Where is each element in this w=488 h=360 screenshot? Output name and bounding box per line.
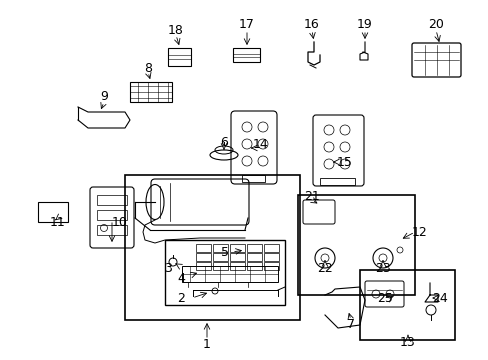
Text: 19: 19 xyxy=(356,18,372,31)
Bar xyxy=(164,240,285,305)
Text: 23: 23 xyxy=(374,261,390,274)
Bar xyxy=(213,253,227,261)
Bar xyxy=(242,175,264,182)
Bar xyxy=(359,270,454,340)
Bar xyxy=(229,244,244,252)
Text: 25: 25 xyxy=(376,292,392,305)
Bar xyxy=(232,48,260,62)
Text: 1: 1 xyxy=(203,338,210,351)
Bar xyxy=(229,253,244,261)
Text: 15: 15 xyxy=(336,156,352,168)
Bar xyxy=(264,244,279,252)
Bar xyxy=(319,178,354,185)
Text: 22: 22 xyxy=(317,261,332,274)
Bar xyxy=(196,262,210,270)
Text: 7: 7 xyxy=(346,319,354,332)
Bar xyxy=(97,210,127,220)
Text: 10: 10 xyxy=(112,216,128,229)
Text: 20: 20 xyxy=(427,18,443,31)
Text: 2: 2 xyxy=(177,292,184,305)
Bar xyxy=(130,82,172,102)
Bar xyxy=(213,244,227,252)
Text: 14: 14 xyxy=(253,139,268,152)
Bar xyxy=(264,262,279,270)
Text: 16: 16 xyxy=(304,18,319,31)
Bar xyxy=(246,262,262,270)
Text: 3: 3 xyxy=(164,261,172,274)
Bar xyxy=(246,253,262,261)
Bar xyxy=(213,262,227,270)
Bar xyxy=(182,266,278,282)
Bar xyxy=(38,202,68,222)
Bar xyxy=(297,195,414,295)
Text: 6: 6 xyxy=(220,136,227,149)
Text: 24: 24 xyxy=(431,292,447,305)
Text: 12: 12 xyxy=(411,225,427,238)
Bar xyxy=(125,175,299,320)
Text: 8: 8 xyxy=(143,62,152,75)
Bar xyxy=(196,253,210,261)
Text: 13: 13 xyxy=(399,336,415,348)
Text: 9: 9 xyxy=(100,90,108,104)
Bar xyxy=(168,48,191,66)
Text: 11: 11 xyxy=(50,216,66,229)
Bar xyxy=(97,195,127,205)
Text: 17: 17 xyxy=(239,18,254,31)
Bar xyxy=(196,244,210,252)
Text: 18: 18 xyxy=(168,23,183,36)
Bar xyxy=(246,244,262,252)
Bar xyxy=(97,225,127,235)
Bar xyxy=(264,253,279,261)
Text: 4: 4 xyxy=(177,271,184,284)
Bar xyxy=(229,262,244,270)
Text: 5: 5 xyxy=(221,246,228,258)
Text: 21: 21 xyxy=(304,189,319,202)
